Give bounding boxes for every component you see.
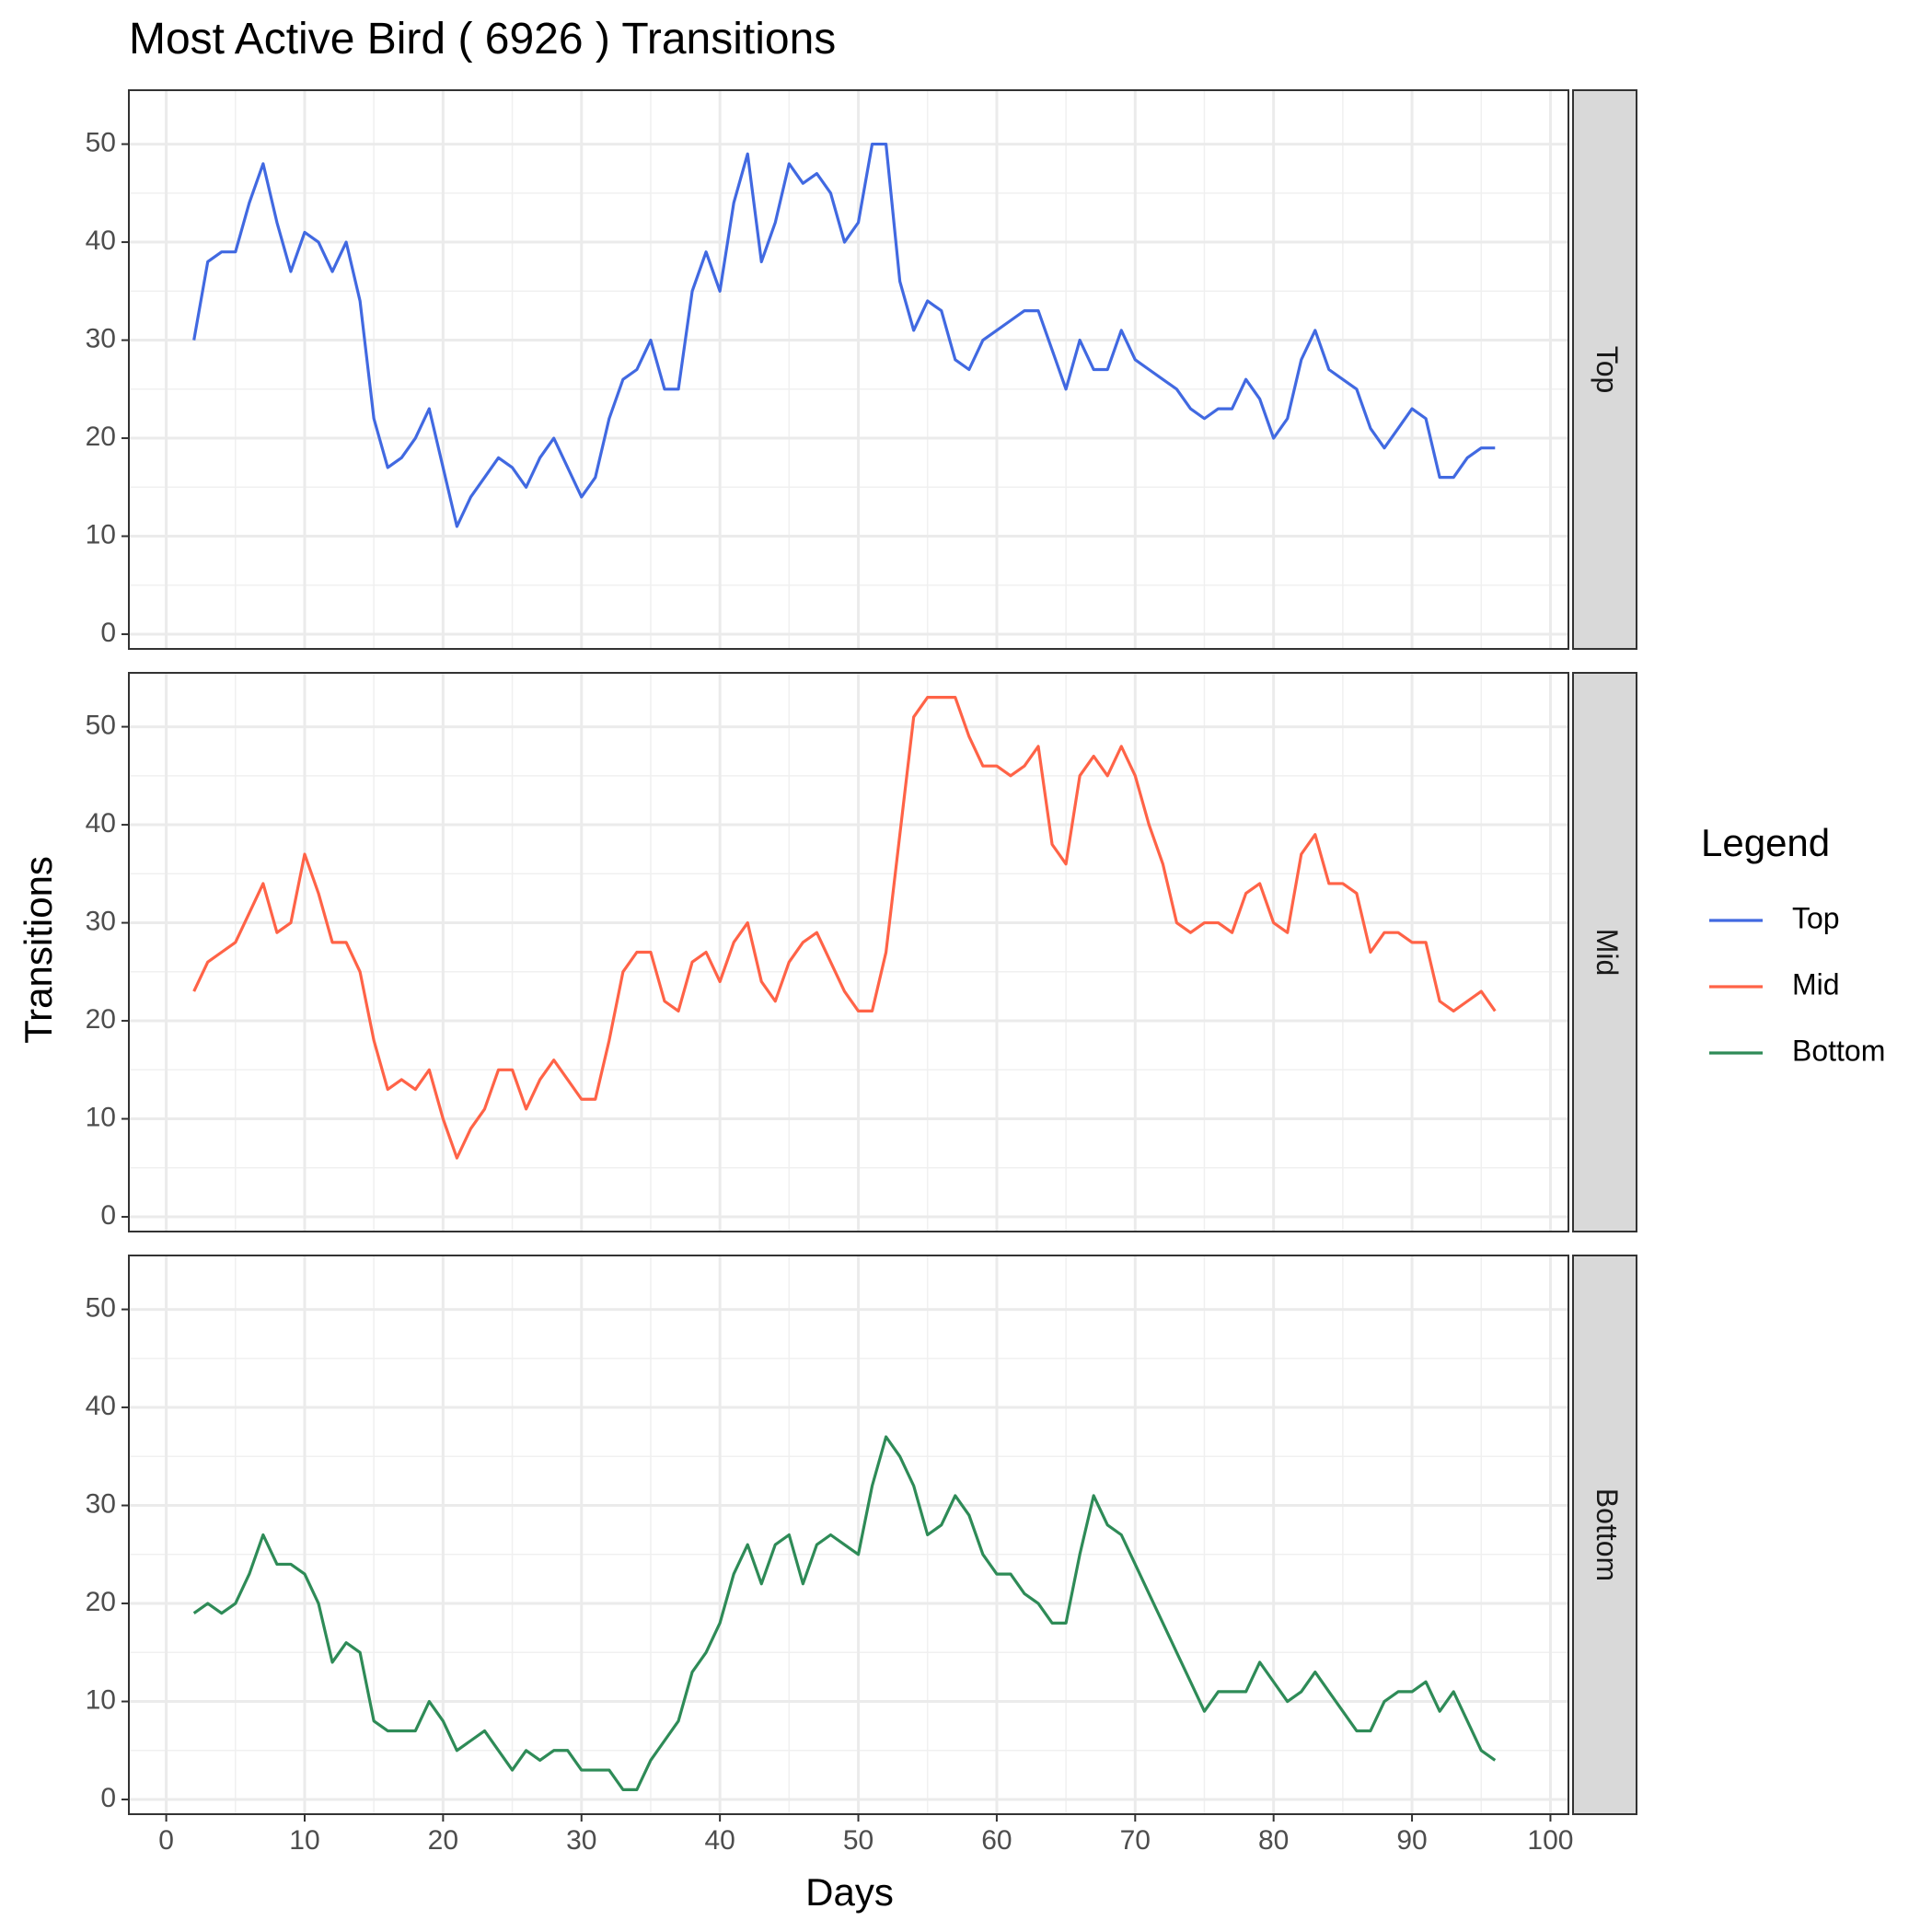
x-tick-label: 0	[158, 1825, 174, 1856]
facet-strip	[1572, 1255, 1637, 1815]
y-tick-label: 50	[86, 127, 116, 157]
y-tick-label: 10	[86, 1102, 116, 1132]
y-tick-label: 20	[86, 1004, 116, 1035]
y-tick-label: 30	[86, 323, 116, 353]
x-axis-label: Days	[805, 1870, 894, 1914]
y-tick-label: 0	[100, 1200, 116, 1231]
y-tick-label: 20	[86, 1587, 116, 1617]
y-tick-label: 10	[86, 1684, 116, 1715]
x-tick-label: 40	[704, 1825, 735, 1856]
y-tick-label: 0	[100, 618, 116, 648]
x-tick-label: 30	[566, 1825, 596, 1856]
facet-mid: Mid 0 10 20 30 40 50	[86, 672, 1637, 1232]
x-tick-label: 70	[1120, 1825, 1151, 1856]
y-tick-label: 30	[86, 1488, 116, 1519]
panel-border	[128, 89, 1569, 650]
x-tick-label: 60	[981, 1825, 1012, 1856]
series-line-top	[192, 142, 1496, 528]
facet-strip-label: Mid	[1591, 929, 1624, 977]
legend-title: Legend	[1701, 821, 1830, 864]
chart-title: Most Active Bird ( 6926 ) Transitions	[129, 15, 836, 64]
x-tick-label: 90	[1396, 1825, 1427, 1856]
facet-panels: Top 0 10 20 30 40 50 Mid 0 10 20 30 40 50 Bottom 0 10 20 3…	[86, 89, 1637, 1856]
y-tick-label: 50	[86, 710, 116, 740]
panel-border	[128, 672, 1569, 1232]
facet-strip-label: Bottom	[1591, 1488, 1624, 1581]
y-tick-label: 30	[86, 906, 116, 936]
y-axis-label: Transitions	[17, 856, 60, 1044]
legend-label-bottom: Bottom	[1792, 1034, 1885, 1067]
legend-label-mid: Mid	[1792, 967, 1840, 1001]
y-tick-label: 20	[86, 422, 116, 452]
x-tick-label: 50	[843, 1825, 873, 1856]
legend: Legend Top Mid Bottom	[1701, 821, 1885, 1067]
y-tick-label: 0	[100, 1783, 116, 1813]
y-tick-label: 40	[86, 1391, 116, 1421]
x-tick-label: 100	[1527, 1825, 1573, 1856]
y-tick-label: 40	[86, 808, 116, 839]
facet-bottom: Bottom 0 10 20 30 40 50 0 10 20 30 40 50 60 70 80 90 100	[86, 1255, 1637, 1856]
panel-border	[128, 1255, 1569, 1815]
legend-label-top: Top	[1792, 901, 1840, 934]
x-tick-label: 20	[428, 1825, 458, 1856]
facet-strip	[1572, 89, 1637, 650]
x-tick-label: 80	[1258, 1825, 1289, 1856]
y-tick-label: 50	[86, 1292, 116, 1323]
y-tick-label: 10	[86, 519, 116, 550]
y-tick-label: 40	[86, 226, 116, 256]
facet-top: Top 0 10 20 30 40 50	[86, 89, 1637, 650]
x-tick-label: 10	[289, 1825, 319, 1856]
facet-strip	[1572, 672, 1637, 1232]
series-line-bottom	[192, 1435, 1497, 1791]
series-line-mid	[192, 696, 1497, 1160]
facet-strip-label: Top	[1591, 346, 1624, 394]
